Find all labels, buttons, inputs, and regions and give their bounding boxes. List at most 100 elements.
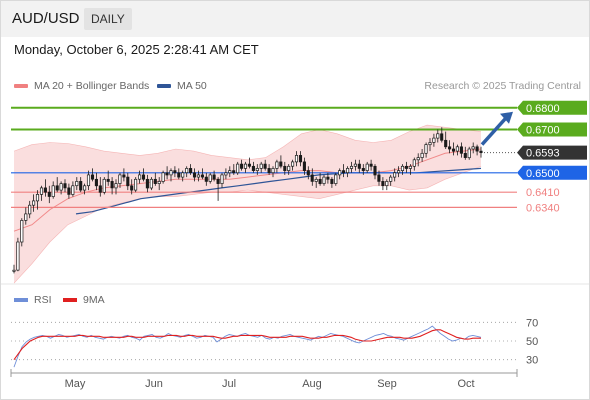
candle-body: [397, 170, 401, 174]
rsi-series-9ma: [13, 329, 481, 361]
candle: [98, 177, 102, 197]
candle-body: [204, 176, 208, 182]
candle-body: [412, 159, 416, 167]
candle-body: [67, 187, 71, 195]
candle-body: [157, 181, 161, 184]
candle: [145, 174, 149, 193]
candle: [141, 168, 146, 182]
candle: [232, 164, 236, 175]
candle: [381, 177, 385, 191]
level-label-0.6340: 0.6340: [526, 202, 560, 214]
candle: [416, 153, 420, 167]
candle-body: [149, 178, 153, 189]
candle: [420, 149, 424, 162]
candle-body: [314, 178, 318, 182]
candle-body: [459, 146, 463, 154]
candle-body: [275, 161, 279, 169]
timeframe-badge[interactable]: DAILY: [84, 8, 132, 30]
candle: [361, 164, 365, 175]
candle-body: [51, 185, 55, 197]
candle: [291, 159, 295, 171]
candle-body: [475, 146, 479, 152]
candle: [126, 172, 130, 191]
candle: [397, 166, 401, 178]
candle-body: [420, 152, 424, 158]
candle-body: [263, 163, 267, 169]
legend-bollinger: MA 20 + Bollinger Bands: [14, 80, 149, 92]
candle: [451, 142, 456, 156]
candle-body: [243, 163, 248, 169]
candle: [208, 172, 212, 184]
legend-ma50-label: MA 50: [177, 80, 207, 92]
candle: [173, 166, 177, 178]
candle-body: [361, 168, 365, 171]
candle-body: [181, 172, 185, 178]
candle: [263, 159, 267, 171]
candle-body: [326, 176, 330, 180]
candle: [63, 179, 67, 193]
candle: [67, 183, 71, 199]
candle: [196, 170, 200, 182]
candle: [177, 168, 181, 180]
candle: [436, 129, 440, 143]
candle: [32, 194, 36, 212]
candle-body: [432, 137, 436, 143]
candle: [432, 133, 436, 147]
candle-body: [75, 181, 79, 187]
candle-body: [138, 174, 142, 180]
candle: [314, 177, 318, 188]
candle: [287, 164, 291, 175]
candle-body: [302, 161, 306, 171]
candle-body: [177, 172, 181, 178]
candle-body: [365, 163, 369, 171]
candle: [275, 159, 279, 173]
candle: [216, 177, 220, 201]
candle-body: [322, 176, 326, 184]
level-tag-0.6700: [517, 122, 587, 137]
candle: [322, 174, 326, 186]
x-tick-aug: Aug: [302, 378, 322, 390]
candle: [475, 144, 479, 156]
legend-9ma: 9MA: [63, 294, 105, 306]
candle: [204, 172, 208, 186]
candle: [283, 161, 287, 175]
candle-body: [271, 168, 275, 174]
candle-body: [134, 178, 138, 191]
candle-body: [385, 181, 389, 187]
candle: [369, 159, 373, 171]
candle-body: [251, 165, 255, 171]
candle: [153, 172, 157, 186]
bollinger-lower: [13, 166, 482, 284]
rsi-series-rsi: [13, 325, 482, 368]
candle: [408, 164, 412, 175]
candle: [118, 172, 122, 188]
candle: [110, 177, 114, 195]
x-tick-may: May: [65, 378, 86, 390]
x-tick-oct: Oct: [457, 378, 474, 390]
candle-body: [220, 174, 224, 184]
candle-body: [126, 176, 130, 187]
candle-body: [353, 163, 357, 167]
candle: [90, 168, 95, 182]
candle-body: [79, 181, 83, 191]
chart-header: AUD/USD DAILY: [1, 1, 589, 37]
candle-body: [247, 163, 251, 167]
candle-body: [35, 194, 40, 202]
candle: [200, 168, 204, 180]
candle: [444, 131, 448, 149]
candle-body: [141, 174, 146, 180]
candle-body: [236, 163, 240, 174]
candle: [346, 166, 350, 178]
candle-body: [357, 163, 361, 169]
candle: [365, 161, 369, 173]
candle: [440, 127, 444, 143]
candle: [259, 161, 263, 173]
candle: [353, 159, 357, 171]
level-tag-0.6593: [517, 145, 587, 160]
forecast-arrow-shaft: [480, 115, 509, 146]
candle: [459, 142, 463, 158]
candle: [424, 142, 428, 158]
candle: [149, 177, 153, 191]
candle: [28, 200, 32, 219]
